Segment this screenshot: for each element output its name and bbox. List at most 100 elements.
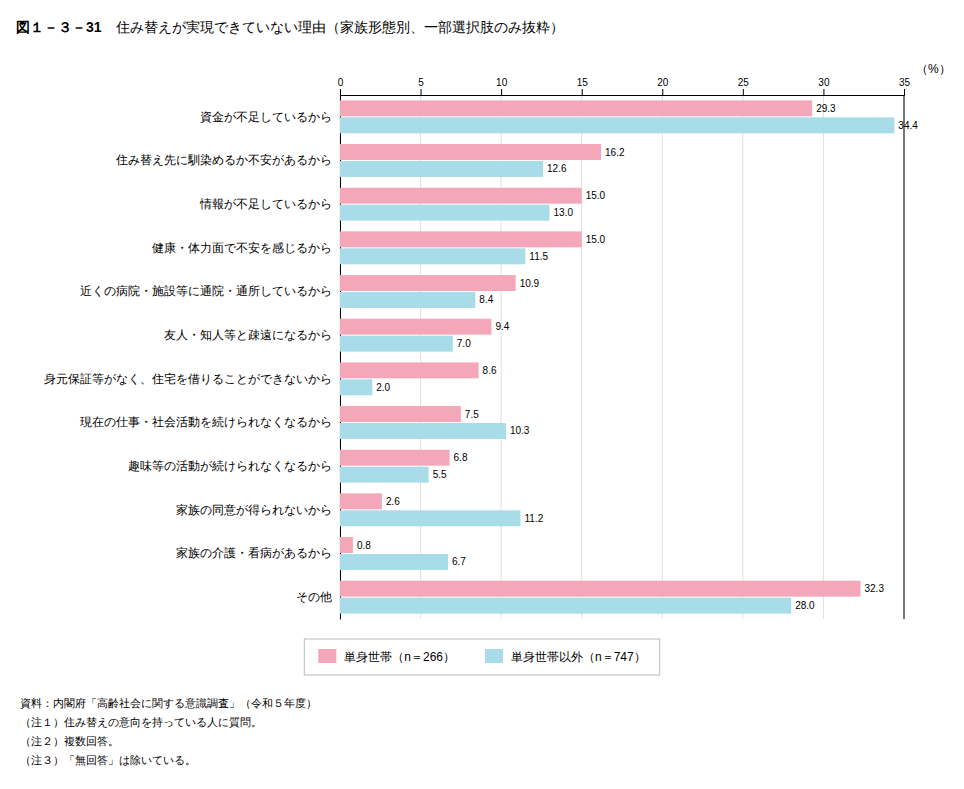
- x-tick: 25: [738, 77, 750, 95]
- y-tick-label: 家族の同意が得られないから: [176, 503, 332, 517]
- x-tick-label: 20: [657, 77, 669, 88]
- y-tick: 現在の仕事・社会活動を続けられなくなるから: [80, 415, 340, 429]
- y-tick-label: 現在の仕事・社会活動を続けられなくなるから: [80, 415, 332, 429]
- y-tick: 資金が不足しているから: [200, 110, 340, 124]
- data-label: 6.7: [452, 556, 466, 567]
- bar: [340, 423, 506, 439]
- y-tick: その他: [296, 590, 340, 604]
- y-tick-label: 友人・知人等と疎遠になるから: [164, 328, 332, 342]
- bar: [340, 275, 516, 291]
- legend: 単身世帯（n＝266） 単身世帯以外（n＝747）: [304, 639, 659, 675]
- x-tick: 15: [577, 77, 589, 95]
- footnote: （注２）複数回答。: [20, 735, 119, 747]
- bar: [340, 161, 543, 177]
- y-tick-label: 家族の介護・看病があるから: [176, 546, 332, 560]
- grid-line: [581, 95, 582, 619]
- grid-line: [742, 95, 743, 619]
- bar: [340, 117, 894, 133]
- chart: 図１－３－31 住み替えが実現できていない理由（家族形態別、一部選択肢のみ抜粋） 0…: [0, 0, 964, 789]
- y-tick: 身元保証等がなく、住宅を借りることができないから: [44, 372, 340, 386]
- y-axis: 資金が不足しているから住み替え先に馴染めるか不安があるから情報が不足しているから…: [44, 96, 341, 620]
- legend-item: 単身世帯（n＝266）: [318, 649, 455, 664]
- data-label: 8.4: [479, 294, 493, 305]
- y-tick: 情報が不足しているから: [199, 197, 340, 211]
- data-label: 11.2: [524, 513, 543, 524]
- data-label: 0.8: [357, 540, 371, 551]
- y-tick: 家族の介護・看病があるから: [176, 546, 340, 560]
- x-axis-label: （%）: [916, 62, 951, 76]
- figure-number: 図１－３－31: [16, 19, 102, 35]
- data-label: 13.0: [553, 207, 573, 218]
- y-tick-label: 住み替え先に馴染めるか不安があるから: [115, 153, 332, 167]
- data-label: 7.0: [457, 338, 471, 349]
- x-tick-label: 5: [418, 77, 424, 88]
- y-tick: 趣味等の活動が続けられなくなるから: [128, 459, 340, 473]
- bar: [340, 406, 461, 422]
- bar: [340, 292, 475, 308]
- grid-line: [662, 95, 663, 619]
- bar: [340, 144, 601, 160]
- data-label: 5.5: [433, 469, 447, 480]
- y-tick: 友人・知人等と疎遠になるから: [164, 328, 340, 342]
- data-label: 15.0: [586, 234, 606, 245]
- data-label: 29.3: [816, 103, 836, 114]
- y-tick: 健康・体力面で不安を感じるから: [152, 241, 340, 255]
- legend-label: 単身世帯（n＝266）: [344, 650, 455, 664]
- legend-items: 単身世帯（n＝266） 単身世帯以外（n＝747）: [318, 649, 645, 664]
- x-tick: 20: [657, 77, 669, 95]
- x-axis-line: [341, 89, 905, 96]
- legend-item: 単身世帯以外（n＝747）: [485, 649, 646, 664]
- x-tick-mark: [340, 89, 341, 95]
- x-axis: 0 5 10 15 20 25 30 35: [338, 77, 911, 96]
- bar: [340, 581, 860, 597]
- title: 住み替えが実現できていない理由（家族形態別、一部選択肢のみ抜粋）: [115, 19, 564, 35]
- grid: [340, 95, 904, 619]
- bar: [340, 188, 582, 204]
- bar: [340, 467, 429, 483]
- bar: [340, 336, 453, 352]
- footnote: （注３）「無回答」は除いている。: [20, 754, 196, 766]
- x-tick-label: 30: [818, 77, 830, 88]
- x-tick: 0: [338, 77, 344, 95]
- x-tick: 10: [496, 77, 508, 95]
- x-tick-label: 15: [577, 77, 589, 88]
- x-tick-label: 35: [899, 77, 911, 88]
- data-label: 16.2: [605, 147, 625, 158]
- data-label: 8.6: [483, 365, 497, 376]
- frame-right: [904, 95, 905, 619]
- bar: [340, 493, 382, 509]
- data-label: 32.3: [864, 583, 884, 594]
- bar: [340, 598, 791, 614]
- y-tick-label: 健康・体力面で不安を感じるから: [152, 241, 332, 255]
- bars: [340, 100, 894, 613]
- x-tick-mark: [662, 89, 663, 95]
- grid-line: [904, 95, 905, 619]
- footnote: 資料：内閣府「高齢社会に関する意識調査」（令和５年度）: [20, 697, 317, 710]
- bar: [340, 379, 372, 395]
- bar: [340, 248, 525, 264]
- bar: [340, 231, 582, 247]
- legend-swatch: [318, 649, 336, 663]
- data-label: 9.4: [495, 321, 509, 332]
- bar: [340, 362, 479, 378]
- x-tick-mark: [501, 89, 502, 95]
- bar: [340, 510, 520, 526]
- legend-label: 単身世帯以外（n＝747）: [511, 650, 646, 664]
- x-tick-mark: [582, 89, 583, 95]
- legend-frame: [304, 639, 659, 675]
- x-tick-label: 10: [496, 77, 508, 88]
- data-labels: 29.316.215.015.010.99.48.67.56.82.60.832…: [357, 103, 918, 611]
- bar: [340, 100, 812, 116]
- data-label: 2.0: [376, 382, 390, 393]
- data-label: 7.5: [465, 409, 479, 420]
- x-tick-label: 25: [738, 77, 750, 88]
- data-label: 34.4: [898, 120, 918, 131]
- x-tick-mark: [421, 89, 422, 95]
- y-tick-label: 情報が不足しているから: [199, 197, 332, 211]
- data-label: 15.0: [586, 190, 606, 201]
- grid-line: [823, 95, 824, 619]
- y-tick-label: 資金が不足しているから: [200, 110, 332, 124]
- x-tick-mark: [823, 89, 824, 95]
- x-tick: 5: [418, 77, 424, 95]
- data-label: 12.6: [547, 163, 567, 174]
